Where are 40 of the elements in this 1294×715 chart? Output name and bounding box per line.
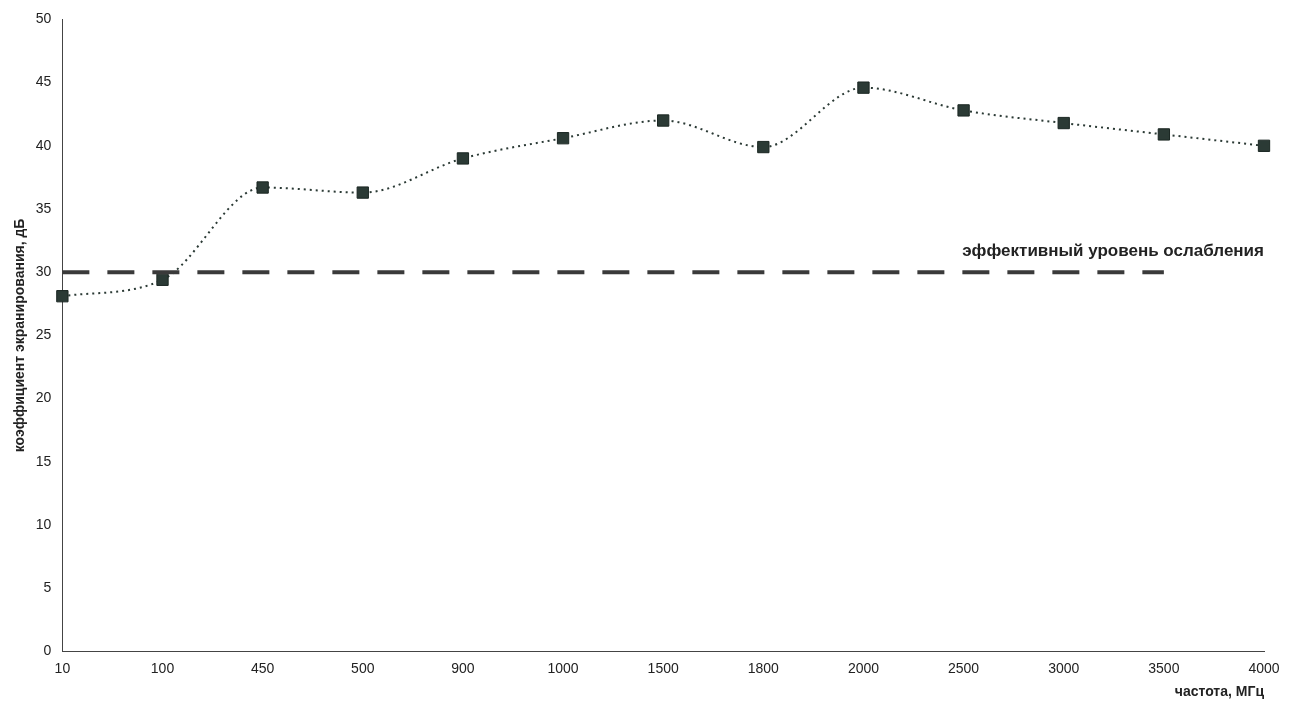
ref-line-label: эффективный уровень ослабления (962, 241, 1264, 261)
x-tick-label: 1500 (647, 659, 679, 676)
x-tick-label: 1800 (747, 659, 780, 676)
x-tick-label: 100 (150, 659, 175, 676)
x-tick-label: 3000 (1048, 659, 1080, 676)
point (1157, 128, 1171, 141)
y-tick-label: 10 (35, 515, 52, 532)
y-tick-label: 35 (35, 199, 52, 216)
x-tick-label: 1000 (547, 659, 579, 676)
y-axis-title: коэффициент экранирования, дБ (11, 218, 28, 453)
y-tick-label: 20 (35, 389, 52, 406)
y-tick-label: 40 (35, 136, 52, 153)
x-tick-label: 900 (451, 659, 475, 676)
y-tick-label: 25 (35, 326, 52, 343)
point (1257, 139, 1271, 152)
point (56, 290, 69, 303)
x-tick-label: 10 (54, 659, 71, 676)
x-tick-label: 500 (351, 659, 375, 676)
y-tick-label: 30 (35, 263, 52, 280)
x-tick-label: 2000 (847, 659, 880, 676)
x-tick-label: 3500 (1148, 659, 1180, 676)
y-tick-label: 45 (35, 73, 52, 90)
y-tick-label: 50 (35, 10, 52, 27)
y-tick-label: 15 (35, 452, 52, 469)
x-tick-label: 4000 (1248, 659, 1280, 676)
y-tick-label: 0 (43, 642, 52, 659)
point (957, 104, 970, 117)
x-axis-title: частота, МГц (1174, 683, 1265, 700)
y-tick-label: 5 (43, 579, 52, 596)
x-tick-label: 2500 (948, 659, 980, 676)
point (356, 186, 369, 199)
point (857, 81, 870, 94)
point (156, 273, 169, 286)
point (1057, 116, 1070, 130)
x-tick-label: 450 (250, 659, 275, 676)
point (456, 152, 470, 165)
point (757, 140, 770, 154)
point (556, 132, 570, 145)
point (256, 181, 269, 194)
point (657, 114, 670, 127)
